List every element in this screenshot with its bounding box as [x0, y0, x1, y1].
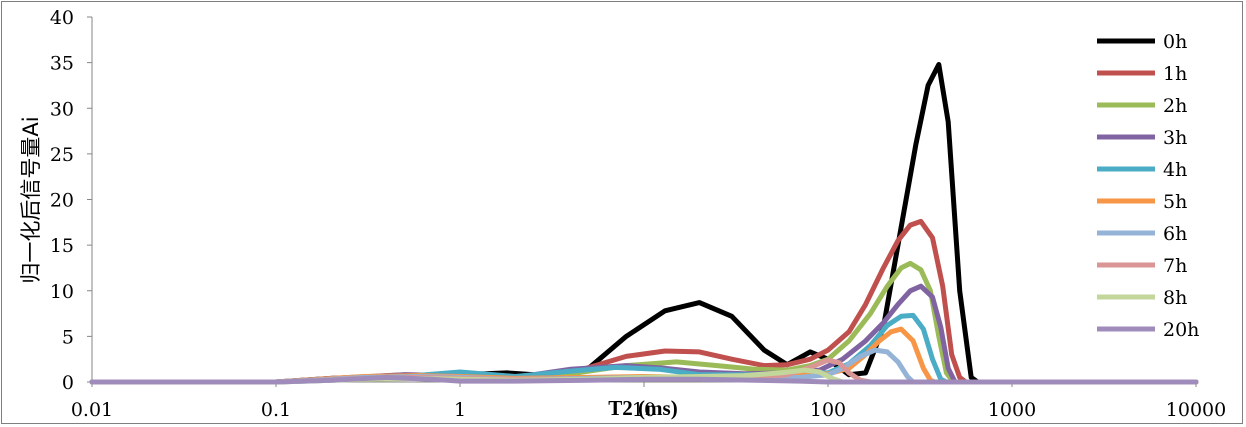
x-tick-label: 0.1: [261, 399, 291, 421]
legend-label-7h: 7h: [1163, 255, 1187, 277]
series-line-0h: [89, 62, 1199, 385]
x-tick-label: 1000: [988, 399, 1036, 421]
x-tick-label: 1: [454, 399, 466, 421]
legend-label-20h: 20h: [1163, 319, 1199, 341]
legend-label-0h: 0h: [1163, 31, 1187, 53]
x-tick-label: 0.01: [71, 399, 113, 421]
legend: 0h 1h 2h 3h 4h 5h 6h 7h 8h 20h: [1097, 31, 1199, 341]
legend-label-2h: 2h: [1163, 95, 1187, 117]
y-axis-title: 归一化后信号量Ai: [19, 116, 43, 283]
series-lines: [89, 62, 1199, 385]
y-tick-label: 25: [50, 144, 74, 166]
legend-label-5h: 5h: [1163, 191, 1187, 213]
y-tick-label: 40: [50, 7, 74, 29]
y-tick-label: 0: [62, 372, 74, 394]
y-tick-label: 5: [62, 326, 74, 348]
series-line-1h: [89, 218, 1199, 385]
legend-label-4h: 4h: [1163, 159, 1187, 181]
series-line-20h: [89, 374, 1199, 385]
y-tick-label: 10: [50, 281, 74, 303]
x-tick-label: 10000: [1166, 399, 1226, 421]
y-tick-label: 15: [50, 235, 74, 257]
y-tick-label: 30: [50, 98, 74, 120]
legend-label-1h: 1h: [1163, 63, 1187, 85]
legend-label-3h: 3h: [1163, 127, 1187, 149]
axes: 0 5 10 15 20 25 30 35 40 0.01 0.1 1 10 100 1000 10000: [50, 7, 1226, 421]
x-tick-label: 10: [632, 399, 656, 421]
legend-label-6h: 6h: [1163, 223, 1187, 245]
legend-label-8h: 8h: [1163, 287, 1187, 309]
y-tick-label: 20: [50, 190, 74, 212]
x-tick-label: 100: [810, 399, 846, 421]
x-axis-title: T2 (ms): [608, 396, 677, 420]
y-tick-label: 35: [50, 53, 74, 75]
